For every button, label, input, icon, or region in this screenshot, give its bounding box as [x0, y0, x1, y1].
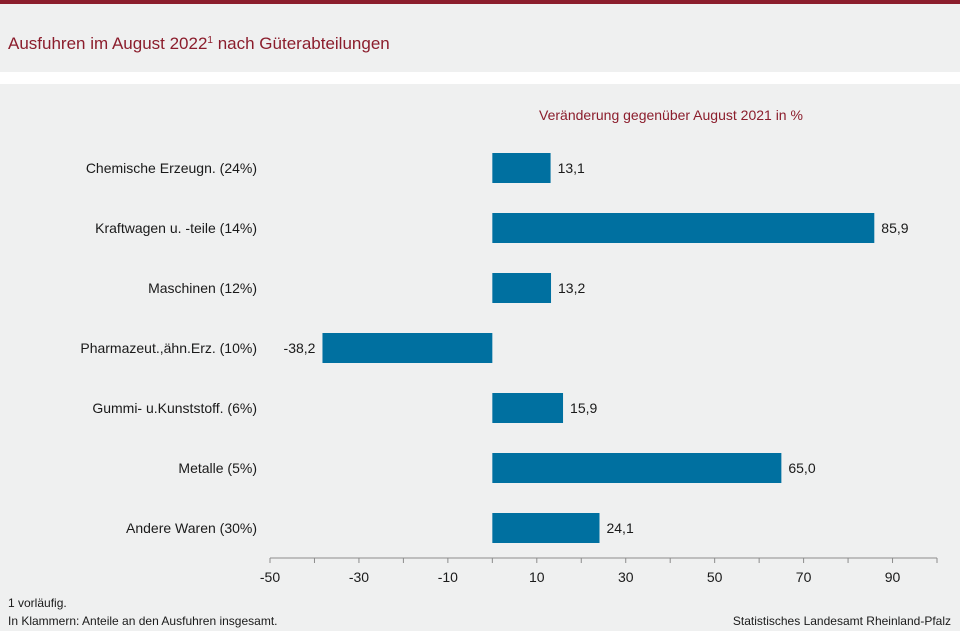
chart-area: Veränderung gegenüber August 2021 in % C… [0, 84, 960, 631]
data-label: 13,1 [558, 160, 585, 176]
x-tick-label: 90 [885, 569, 901, 585]
bar [492, 213, 875, 243]
title-rest: nach Güterabteilungen [217, 34, 390, 53]
category-label: Maschinen (12%) [148, 280, 257, 296]
x-tick-label: -50 [260, 569, 280, 585]
page-title: Ausfuhren im August 20221 nach Güterabte… [8, 34, 390, 54]
x-tick-label: -30 [349, 569, 369, 585]
title-footnote-marker: 1 [207, 35, 213, 46]
bar [492, 393, 564, 423]
x-tick-label: 50 [707, 569, 723, 585]
data-label: 24,1 [606, 520, 633, 536]
category-label: Chemische Erzeugn. (24%) [86, 160, 257, 176]
x-tick-label: 10 [529, 569, 545, 585]
x-tick-label: 30 [618, 569, 634, 585]
title-band: Ausfuhren im August 20221 nach Güterabte… [0, 4, 960, 72]
bar [492, 453, 782, 483]
data-label: 15,9 [570, 400, 597, 416]
bar [492, 153, 551, 183]
data-label: 65,0 [788, 460, 815, 476]
category-label: Gummi- u.Kunststoff. (6%) [92, 400, 257, 416]
data-label: -38,2 [284, 340, 316, 356]
bar-chart: Veränderung gegenüber August 2021 in % C… [80, 107, 938, 585]
bar [492, 273, 552, 303]
category-label: Pharmazeut.,ähn.Erz. (10%) [80, 340, 257, 356]
source-credit: Statistisches Landesamt Rheinland-Pfalz [732, 614, 951, 628]
data-label: 13,2 [558, 280, 585, 296]
x-tick-label: 70 [796, 569, 812, 585]
footnote-explanation: In Klammern: Anteile an den Ausfuhren in… [8, 614, 278, 628]
bar [492, 513, 600, 543]
category-label: Metalle (5%) [178, 460, 257, 476]
chart-title: Veränderung gegenüber August 2021 in % [539, 107, 803, 123]
title-main: Ausfuhren im August 2022 [8, 34, 208, 53]
category-label: Kraftwagen u. -teile (14%) [95, 220, 257, 236]
bar [322, 333, 493, 363]
data-label: 85,9 [881, 220, 908, 236]
x-tick-label: -10 [438, 569, 458, 585]
footnote: 1 vorläufig. [8, 596, 67, 610]
top-accent-rule [0, 0, 960, 4]
category-label: Andere Waren (30%) [126, 520, 257, 536]
